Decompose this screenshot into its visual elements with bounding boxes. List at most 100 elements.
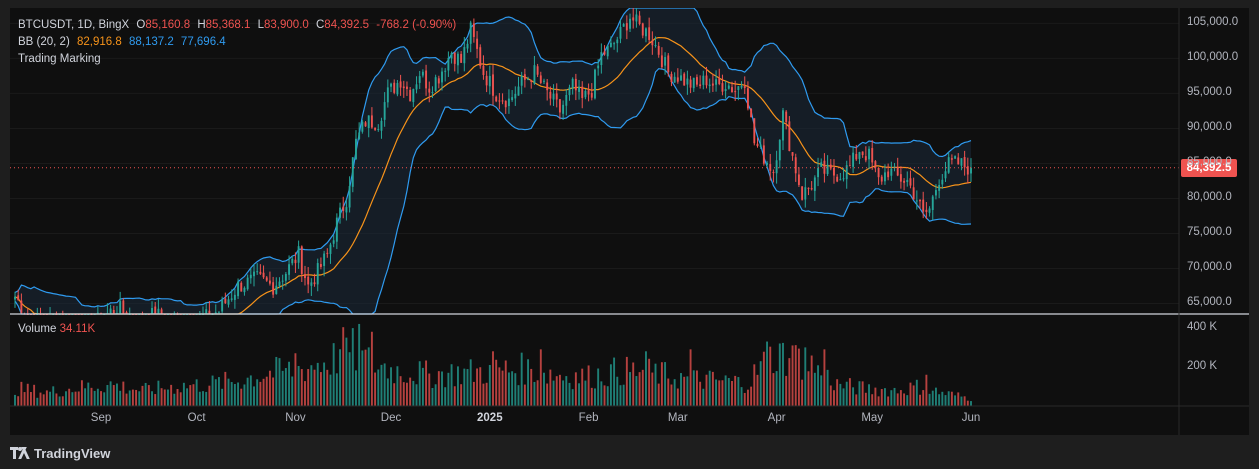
- candle-body: [326, 252, 329, 254]
- volume-bar: [141, 385, 144, 406]
- candle-body: [635, 14, 638, 22]
- volume-bar: [756, 374, 759, 406]
- volume-bar: [549, 369, 552, 406]
- candle-body: [14, 296, 16, 300]
- indicator-legend[interactable]: Trading Marking: [18, 53, 101, 65]
- candle-body: [817, 168, 819, 178]
- candle-body: [460, 53, 463, 63]
- candle-body: [804, 187, 807, 200]
- volume-bar: [645, 351, 647, 406]
- candle-body: [660, 55, 663, 68]
- candle-body: [351, 157, 354, 187]
- volume-bar: [855, 394, 858, 406]
- candle-body: [966, 166, 969, 175]
- volume-bar: [632, 362, 635, 406]
- candle-body: [533, 65, 536, 84]
- candle-body: [431, 92, 434, 94]
- volume-bar: [931, 390, 934, 406]
- volume-label[interactable]: Volume: [18, 323, 57, 335]
- volume-bar: [734, 375, 737, 406]
- volume-bar: [511, 371, 514, 406]
- candle-body: [794, 157, 797, 174]
- candle-body: [692, 77, 695, 89]
- time-tick-label: Mar: [667, 412, 688, 424]
- volume-bar: [622, 384, 625, 406]
- candle-body: [928, 208, 931, 213]
- volume-bar: [358, 323, 361, 406]
- candle-body: [300, 246, 303, 274]
- candle-body: [160, 309, 163, 314]
- candle-body: [374, 127, 377, 130]
- candle-body: [370, 115, 373, 128]
- bb-basis-value: 82,916.8: [76, 36, 122, 48]
- volume-bar: [294, 353, 297, 406]
- volume-bar: [323, 362, 326, 406]
- volume-bar: [495, 359, 498, 406]
- volume-bar: [788, 358, 791, 406]
- chart-frame[interactable]: [10, 8, 1249, 435]
- volume-bar: [871, 394, 874, 406]
- candle-body: [243, 287, 246, 293]
- candle-body: [861, 151, 864, 156]
- candle-body: [304, 274, 306, 279]
- volume-bar: [689, 349, 692, 406]
- volume-bar: [664, 362, 667, 406]
- volume-bar: [383, 363, 386, 406]
- volume-bar: [355, 370, 357, 406]
- volume-bar: [552, 380, 555, 406]
- time-tick-label: Sep: [90, 412, 112, 424]
- volume-bar: [361, 350, 364, 406]
- volume-bar: [565, 376, 568, 406]
- candle-body: [278, 281, 281, 287]
- candle-body: [536, 66, 539, 75]
- candle-body: [839, 179, 842, 181]
- volume-bar: [310, 365, 313, 406]
- candle-body: [581, 86, 584, 98]
- candles: [14, 8, 972, 315]
- volume-legend[interactable]: Volume 34.11K: [18, 323, 95, 335]
- symbol-legend[interactable]: BTCUSDT, 1D, BingX O85,160.8 H85,368.1 L…: [18, 18, 460, 32]
- volume-bar: [775, 371, 778, 406]
- volume-bar: [307, 369, 310, 406]
- candle-body: [539, 75, 542, 83]
- ohlc-close: C84,392.5: [315, 19, 370, 31]
- branding[interactable]: TradingView: [10, 443, 110, 463]
- price-change: -768.2 (-0.90%): [376, 19, 457, 31]
- chart-canvas[interactable]: [10, 8, 1249, 435]
- volume-bar: [877, 396, 880, 406]
- volume-bar: [144, 382, 147, 406]
- candle-body: [944, 171, 947, 179]
- volume-bar: [938, 394, 941, 406]
- candle-body: [868, 148, 870, 160]
- volume-bar: [472, 381, 475, 406]
- volume-bar: [683, 376, 686, 406]
- candle-body: [753, 118, 756, 144]
- volume-bar: [265, 376, 268, 406]
- volume-bar: [240, 388, 243, 406]
- bb-legend[interactable]: BB (20, 2) 82,916.8 88,137.2 77,696.4: [18, 35, 230, 49]
- candle-body: [970, 167, 972, 174]
- price-tick-label: 85,000.0: [1187, 156, 1232, 169]
- candle-body: [316, 263, 319, 285]
- volume-bar: [523, 384, 526, 406]
- volume-bar: [963, 396, 966, 406]
- candle-body: [750, 108, 753, 118]
- candle-body: [288, 264, 291, 275]
- volume-bar: [217, 377, 220, 406]
- volume-bar: [934, 387, 937, 406]
- bb-label[interactable]: BB (20, 2): [18, 36, 70, 48]
- volume-bar: [151, 391, 153, 406]
- grid-lines: [10, 22, 1179, 304]
- time-tick-label: Dec: [380, 412, 402, 424]
- candle-body: [444, 70, 447, 72]
- candle-body: [233, 294, 236, 300]
- volume-bar: [826, 369, 829, 406]
- candle-body: [517, 86, 520, 96]
- candle-body: [520, 75, 523, 86]
- volume-bar: [390, 367, 392, 406]
- candle-body: [441, 71, 443, 83]
- volume-bar: [600, 381, 603, 406]
- candle-body: [724, 89, 727, 91]
- candle-body: [421, 71, 424, 76]
- symbol-info[interactable]: BTCUSDT, 1D, BingX: [18, 19, 130, 31]
